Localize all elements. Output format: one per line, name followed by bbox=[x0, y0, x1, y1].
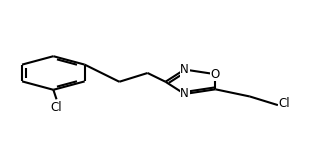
Text: N: N bbox=[180, 87, 189, 100]
Text: O: O bbox=[211, 68, 220, 81]
Text: Cl: Cl bbox=[279, 97, 290, 110]
Text: N: N bbox=[180, 63, 189, 76]
Text: Cl: Cl bbox=[51, 101, 62, 114]
